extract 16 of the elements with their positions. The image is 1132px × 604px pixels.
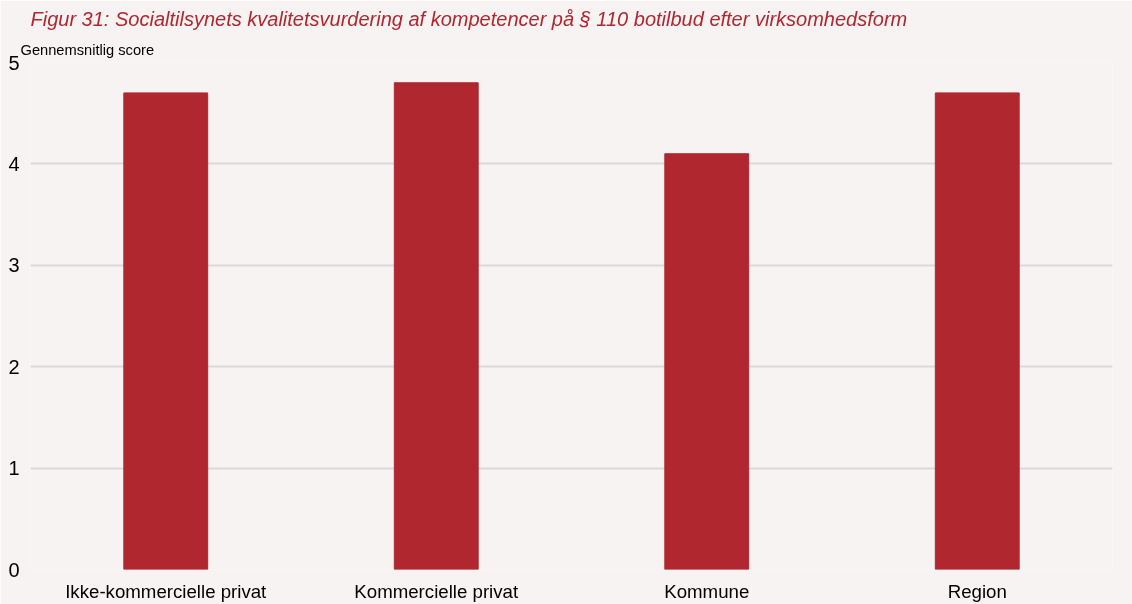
bar (934, 92, 1020, 570)
y-tick-label: 2 (8, 355, 20, 378)
y-axis-title: Gennemsnitlig score (20, 41, 155, 58)
bar (393, 82, 479, 570)
x-tick-label: Kommercielle privat (354, 580, 519, 602)
y-tick-label: 1 (8, 457, 20, 480)
y-tick-label: 3 (8, 254, 20, 277)
x-tick-label: Region (947, 580, 1007, 602)
chart-title: Figur 31: Socialtilsynets kvalitetsvurdering af kompetencer på § 110 botilbud efter virksomhedsform (30, 7, 908, 30)
y-tick-label: 4 (8, 152, 20, 175)
bar (664, 153, 750, 570)
y-tick-label: 0 (8, 558, 20, 581)
x-tick-label: Kommune (664, 580, 750, 602)
bar (123, 92, 209, 570)
y-tick-label: 5 (8, 51, 20, 74)
x-tick-label: Ikke-kommercielle privat (65, 580, 268, 602)
